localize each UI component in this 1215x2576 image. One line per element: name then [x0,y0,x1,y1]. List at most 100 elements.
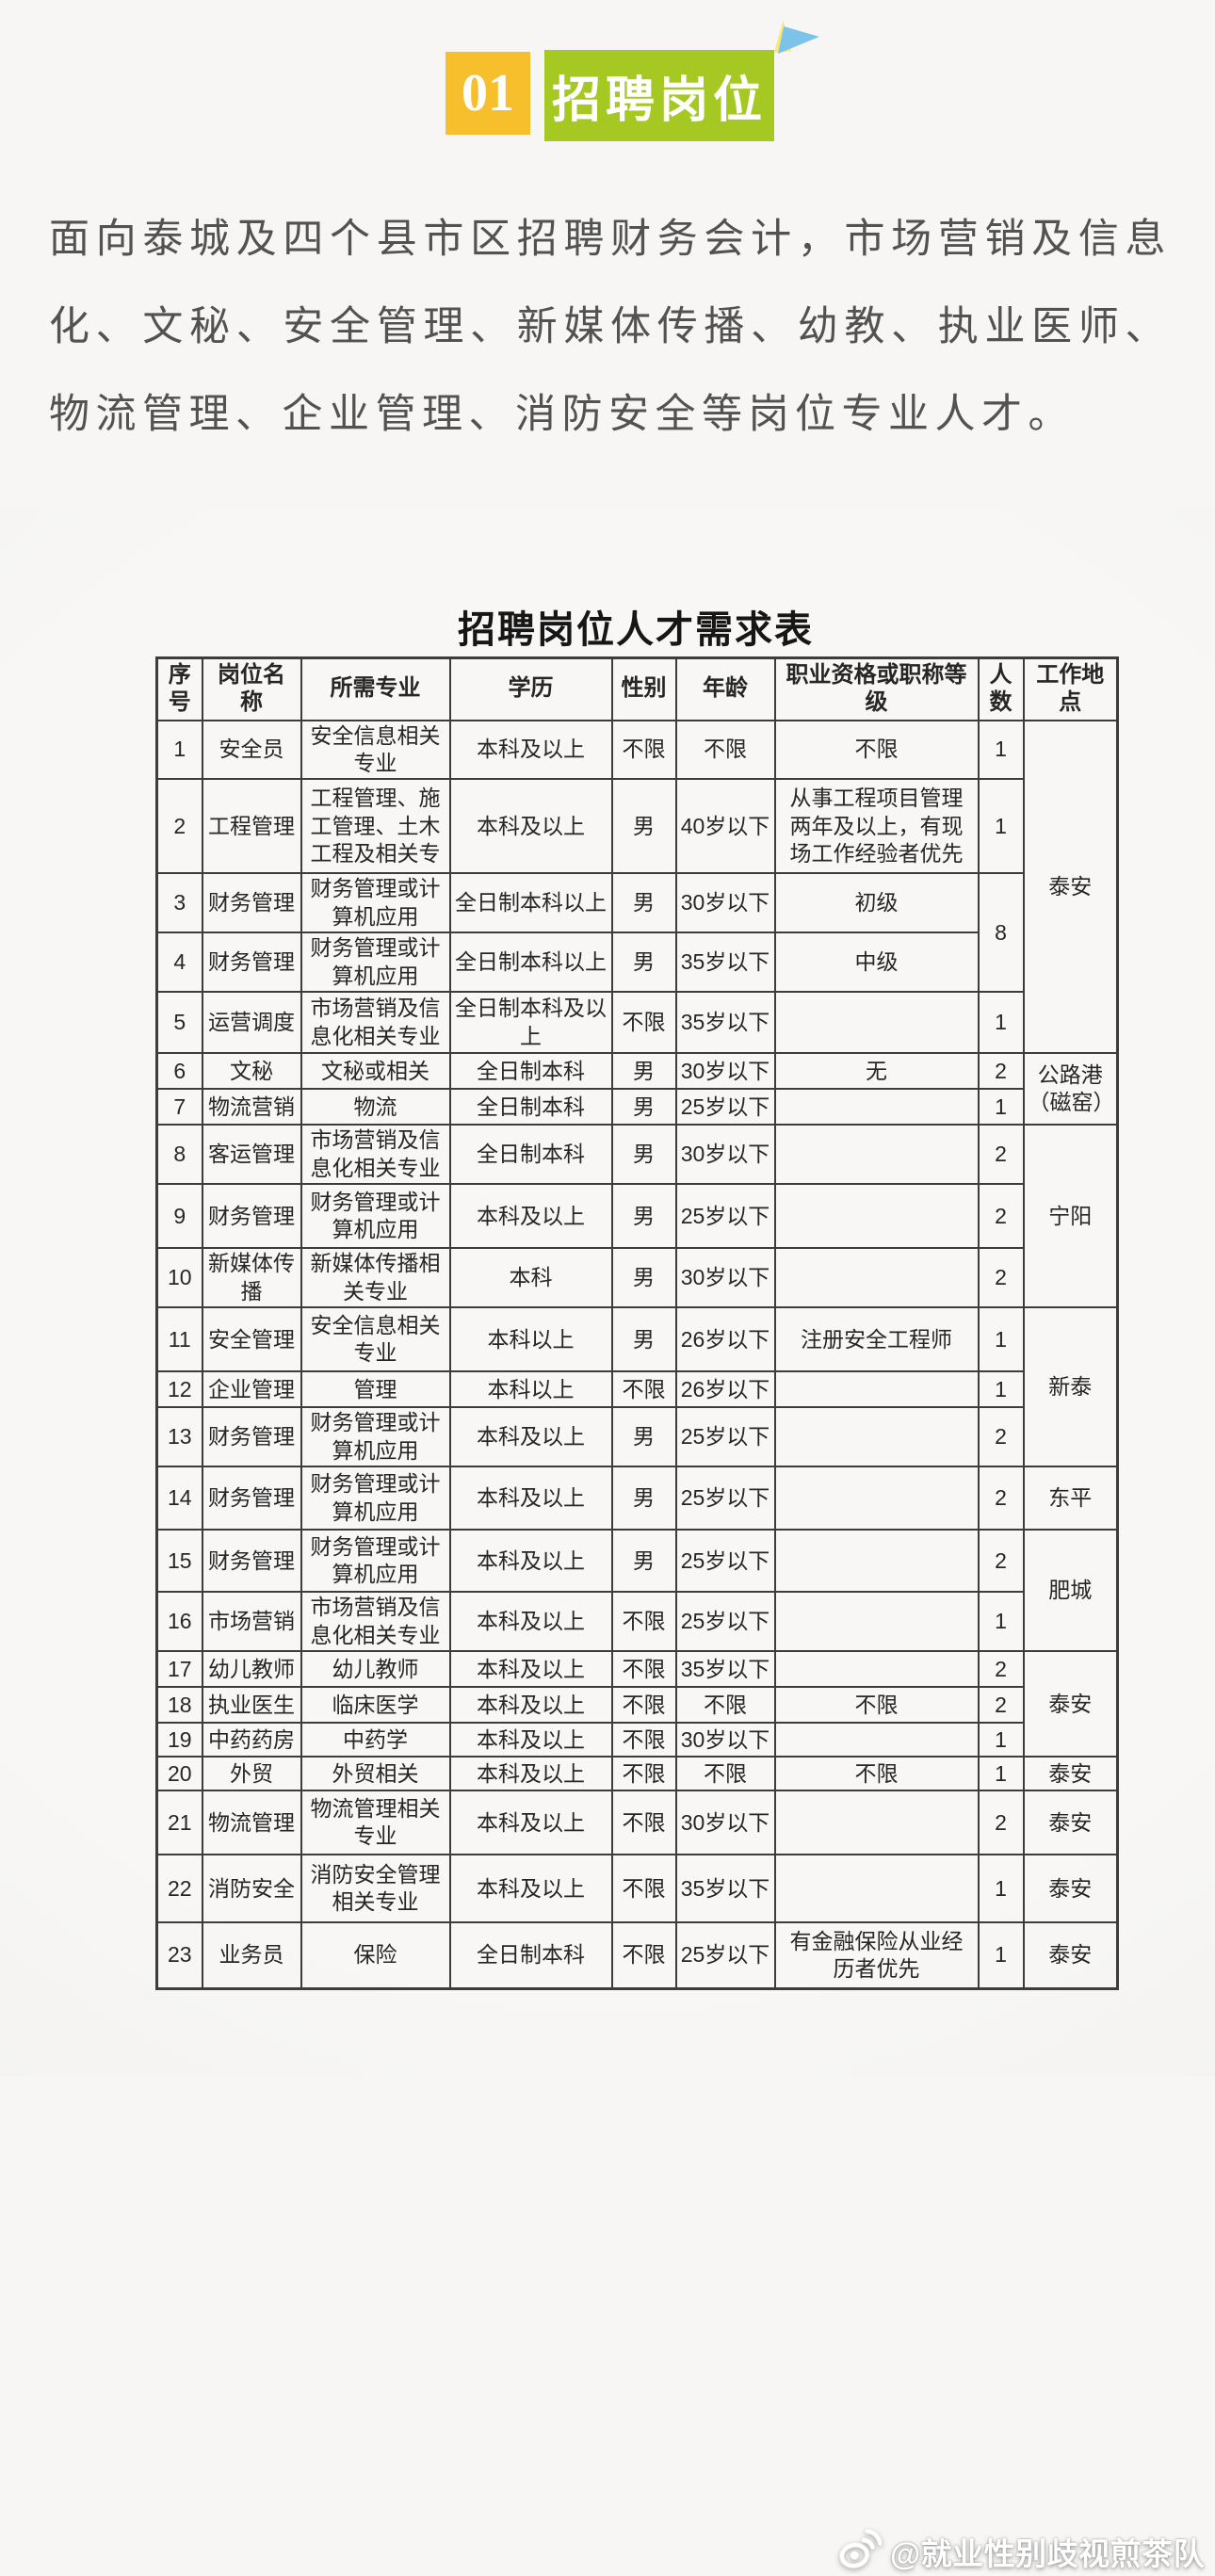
cell-count: 1 [977,991,1025,1055]
cell-age: 30岁以下 [674,1722,776,1758]
cell-position-name: 财务管理 [201,1183,302,1250]
cell-age: 40岁以下 [674,778,776,875]
cell-no: 4 [155,932,203,994]
cell-position-name: 市场营销 [201,1591,302,1653]
cell-qualification [773,1591,980,1653]
decor-triangle-blue [778,26,819,54]
cell-qualification [773,991,980,1055]
cell-degree: 本科及以上 [448,1854,613,1924]
cell-count: 1 [977,1370,1025,1409]
cell-no: 3 [155,872,203,934]
cell-age: 25岁以下 [674,1406,776,1468]
cell-gender: 男 [610,1247,677,1309]
cell-major: 文秘或相关 [300,1052,451,1091]
cell-major: 新媒体传播相关专业 [300,1247,451,1309]
cell-gender: 男 [610,1529,677,1594]
cell-degree: 本科 [448,1247,613,1309]
cell-count: 1 [977,1591,1025,1653]
cell-count: 1 [977,1088,1025,1126]
col-age: 年龄 [674,656,776,721]
cell-gender: 男 [610,872,677,934]
cell-qualification: 初级 [773,872,980,934]
cell-major: 财务管理或计算机应用 [300,1183,451,1250]
cell-degree: 本科及以上 [448,1591,613,1653]
table-row: 19 中药药房 中药学 本科及以上 不限 30岁以下 1 [155,1722,1118,1758]
cell-degree: 本科及以上 [448,1790,613,1856]
table-row: 3 财务管理 财务管理或计算机应用 全日制本科以上男 30岁以下 初级 8 [155,872,1118,994]
cell-qualification [773,1854,980,1924]
cell-gender: 不限 [610,1854,677,1924]
cell-gender: 不限 [610,1790,677,1856]
cell-qualification: 不限 [773,1686,980,1725]
cell-age: 25岁以下 [674,1529,776,1594]
cell-count: 2 [977,1052,1025,1091]
cell-gender: 男 [610,778,677,875]
cell-gender: 男 [610,1124,677,1186]
cell-qualification [773,1406,980,1468]
cell-age: 不限 [674,719,776,781]
table-row: 4 财务管理 财务管理或计算机应用 全日制本科以上男 35岁以下 中级 [155,932,1118,994]
cell-location: 泰安 [1022,1650,1119,1758]
cell-no: 6 [155,1052,203,1091]
cell-gender: 男 [610,932,677,994]
cell-gender: 不限 [610,1921,677,1990]
cell-position-name: 企业管理 [201,1370,302,1409]
cell-major: 财务管理或计算机应用 [300,932,451,994]
cell-position-name: 物流管理 [201,1790,302,1856]
cell-location: 东平 [1022,1466,1119,1531]
section-number-badge: 01 [446,52,530,135]
table-row: 22 消防安全 消防安全管理相关专业 本科及以上 不限 35岁以下 1 泰安 [155,1854,1119,1924]
cell-gender: 不限 [610,719,677,781]
cell-qualification [773,1124,980,1186]
cell-age: 25岁以下 [674,1466,776,1531]
cell-age: 30岁以下 [674,1124,776,1186]
cell-age: 不限 [674,1756,776,1792]
col-major: 所需专业 [300,656,451,721]
table-row: 10 新媒体传播 新媒体传播相关专业 本科男 30岁以下 2 [155,1247,1118,1309]
cell-degree: 本科及以上 [448,1650,613,1689]
cell-count: 1 [977,719,1025,781]
cell-location: 泰安 [1022,1790,1119,1856]
cell-major: 市场营销及信息化相关专业 [300,991,451,1055]
section-title: 招聘岗位 [551,73,767,128]
cell-count: 8 [977,872,1025,994]
table-row: 6 文秘 文秘或相关 全日制本科男 30岁以下无 2 公路港（磁窑） [155,1052,1119,1126]
cell-degree: 全日制本科 [448,1052,613,1091]
table-row: 23 业务员 保险 全日制本科 不限 25岁以下 有金融保险从业经历者优先 1 泰安 [155,1921,1119,1990]
table-row: 8 客运管理 市场营销及信息化相关专业 全日制本科男 30岁以下 2 宁阳 [155,1124,1119,1309]
cell-major: 财务管理或计算机应用 [300,1466,451,1531]
cell-no: 15 [155,1529,203,1594]
cell-location: 新泰 [1022,1306,1119,1468]
cell-major: 安全信息相关专业 [300,1306,451,1373]
cell-location: 泰安 [1022,1921,1119,1990]
cell-degree: 本科及以上 [448,1722,613,1758]
table-row: 1 安全员 安全信息相关专业 本科及以上 不限 不限 不限 1 泰安 [155,719,1119,1055]
cell-degree: 本科及以上 [448,1406,613,1468]
cell-age: 30岁以下 [674,1052,776,1091]
cell-degree: 本科及以上 [448,1756,613,1792]
watermark-text: @就业性别歧视煎茶队 [890,2535,1206,2571]
table-photo: 招聘岗位人才需求表 序号 岗位名称 所需专业 学历 性别 年龄 职业资格或职称等级 人数 工作地… [0,509,1215,2571]
cell-age: 26岁以下 [674,1306,776,1373]
requirements-table: 序号 岗位名称 所需专业 学历 性别 年龄 职业资格或职称等级 人数 工作地点 1 安全员 安全信息… [155,656,1119,1990]
cell-gender: 不限 [610,1722,677,1758]
cell-position-name: 文秘 [201,1052,302,1091]
col-count: 人数 [977,656,1025,721]
cell-major: 财务管理或计算机应用 [300,1406,451,1468]
cell-major: 市场营销及信息化相关专业 [300,1124,451,1186]
cell-position-name: 财务管理 [201,872,302,934]
cell-qualification: 注册安全工程师 [773,1306,980,1373]
col-gender: 性别 [610,656,677,721]
cell-degree: 本科以上 [448,1306,613,1373]
cell-major: 物流 [300,1088,451,1126]
cell-degree: 本科及以上 [448,719,613,781]
cell-gender: 不限 [610,1370,677,1409]
cell-major: 财务管理或计算机应用 [300,1529,451,1594]
cell-no: 10 [155,1247,203,1309]
cell-location: 泰安 [1022,719,1119,1055]
cell-qualification [773,1790,980,1856]
cell-location: 宁阳 [1022,1124,1119,1309]
cell-degree: 全日制本科 [448,1124,613,1186]
cell-gender: 男 [610,1183,677,1250]
table-row: 9 财务管理 财务管理或计算机应用 本科及以上男 25岁以下 2 [155,1183,1118,1250]
